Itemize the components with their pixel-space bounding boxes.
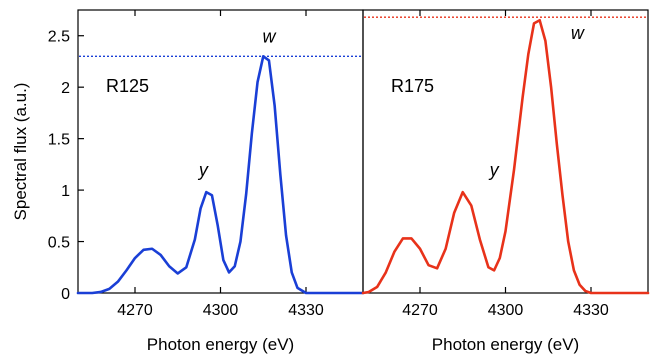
- x-tick-label: 4330: [573, 302, 609, 319]
- panel-1: 4270 4300 4330 0 0.5 1 1.5 2 2.5 Photon energy (e…: [11, 9, 365, 354]
- panel-label: R175: [391, 76, 434, 96]
- x-tick-label: 4270: [117, 302, 153, 319]
- x-tick-label: 4270: [402, 302, 438, 319]
- series-line: [361, 18, 650, 295]
- y-tick-label: 2: [61, 80, 70, 97]
- y-tick-label: 2.5: [48, 29, 70, 46]
- panel-2: 4270 4300 4330 Photon energy (eV) R175 y w: [361, 9, 650, 354]
- y-tick-label: 1: [61, 183, 70, 200]
- x-axis-title: Photon energy (eV): [147, 335, 294, 354]
- plot-frame: [362, 9, 649, 294]
- x-tick-label: 4300: [203, 302, 239, 319]
- x-tick-label: 4330: [288, 302, 324, 319]
- peak-label-w: w: [571, 23, 585, 43]
- x-axis-title: Photon energy (eV): [432, 335, 579, 354]
- peak-label-y: y: [488, 160, 500, 180]
- x-tick-label: 4300: [488, 302, 524, 319]
- panel-label: R125: [106, 76, 149, 96]
- y-tick-label: 0.5: [48, 235, 70, 252]
- y-tick-label: 1.5: [48, 132, 70, 149]
- y-axis-title: Spectral flux (a.u.): [11, 83, 30, 221]
- y-tick-label: 0: [61, 286, 70, 303]
- peak-label-y: y: [197, 160, 209, 180]
- peak-label-w: w: [262, 26, 276, 46]
- series-line: [76, 55, 365, 295]
